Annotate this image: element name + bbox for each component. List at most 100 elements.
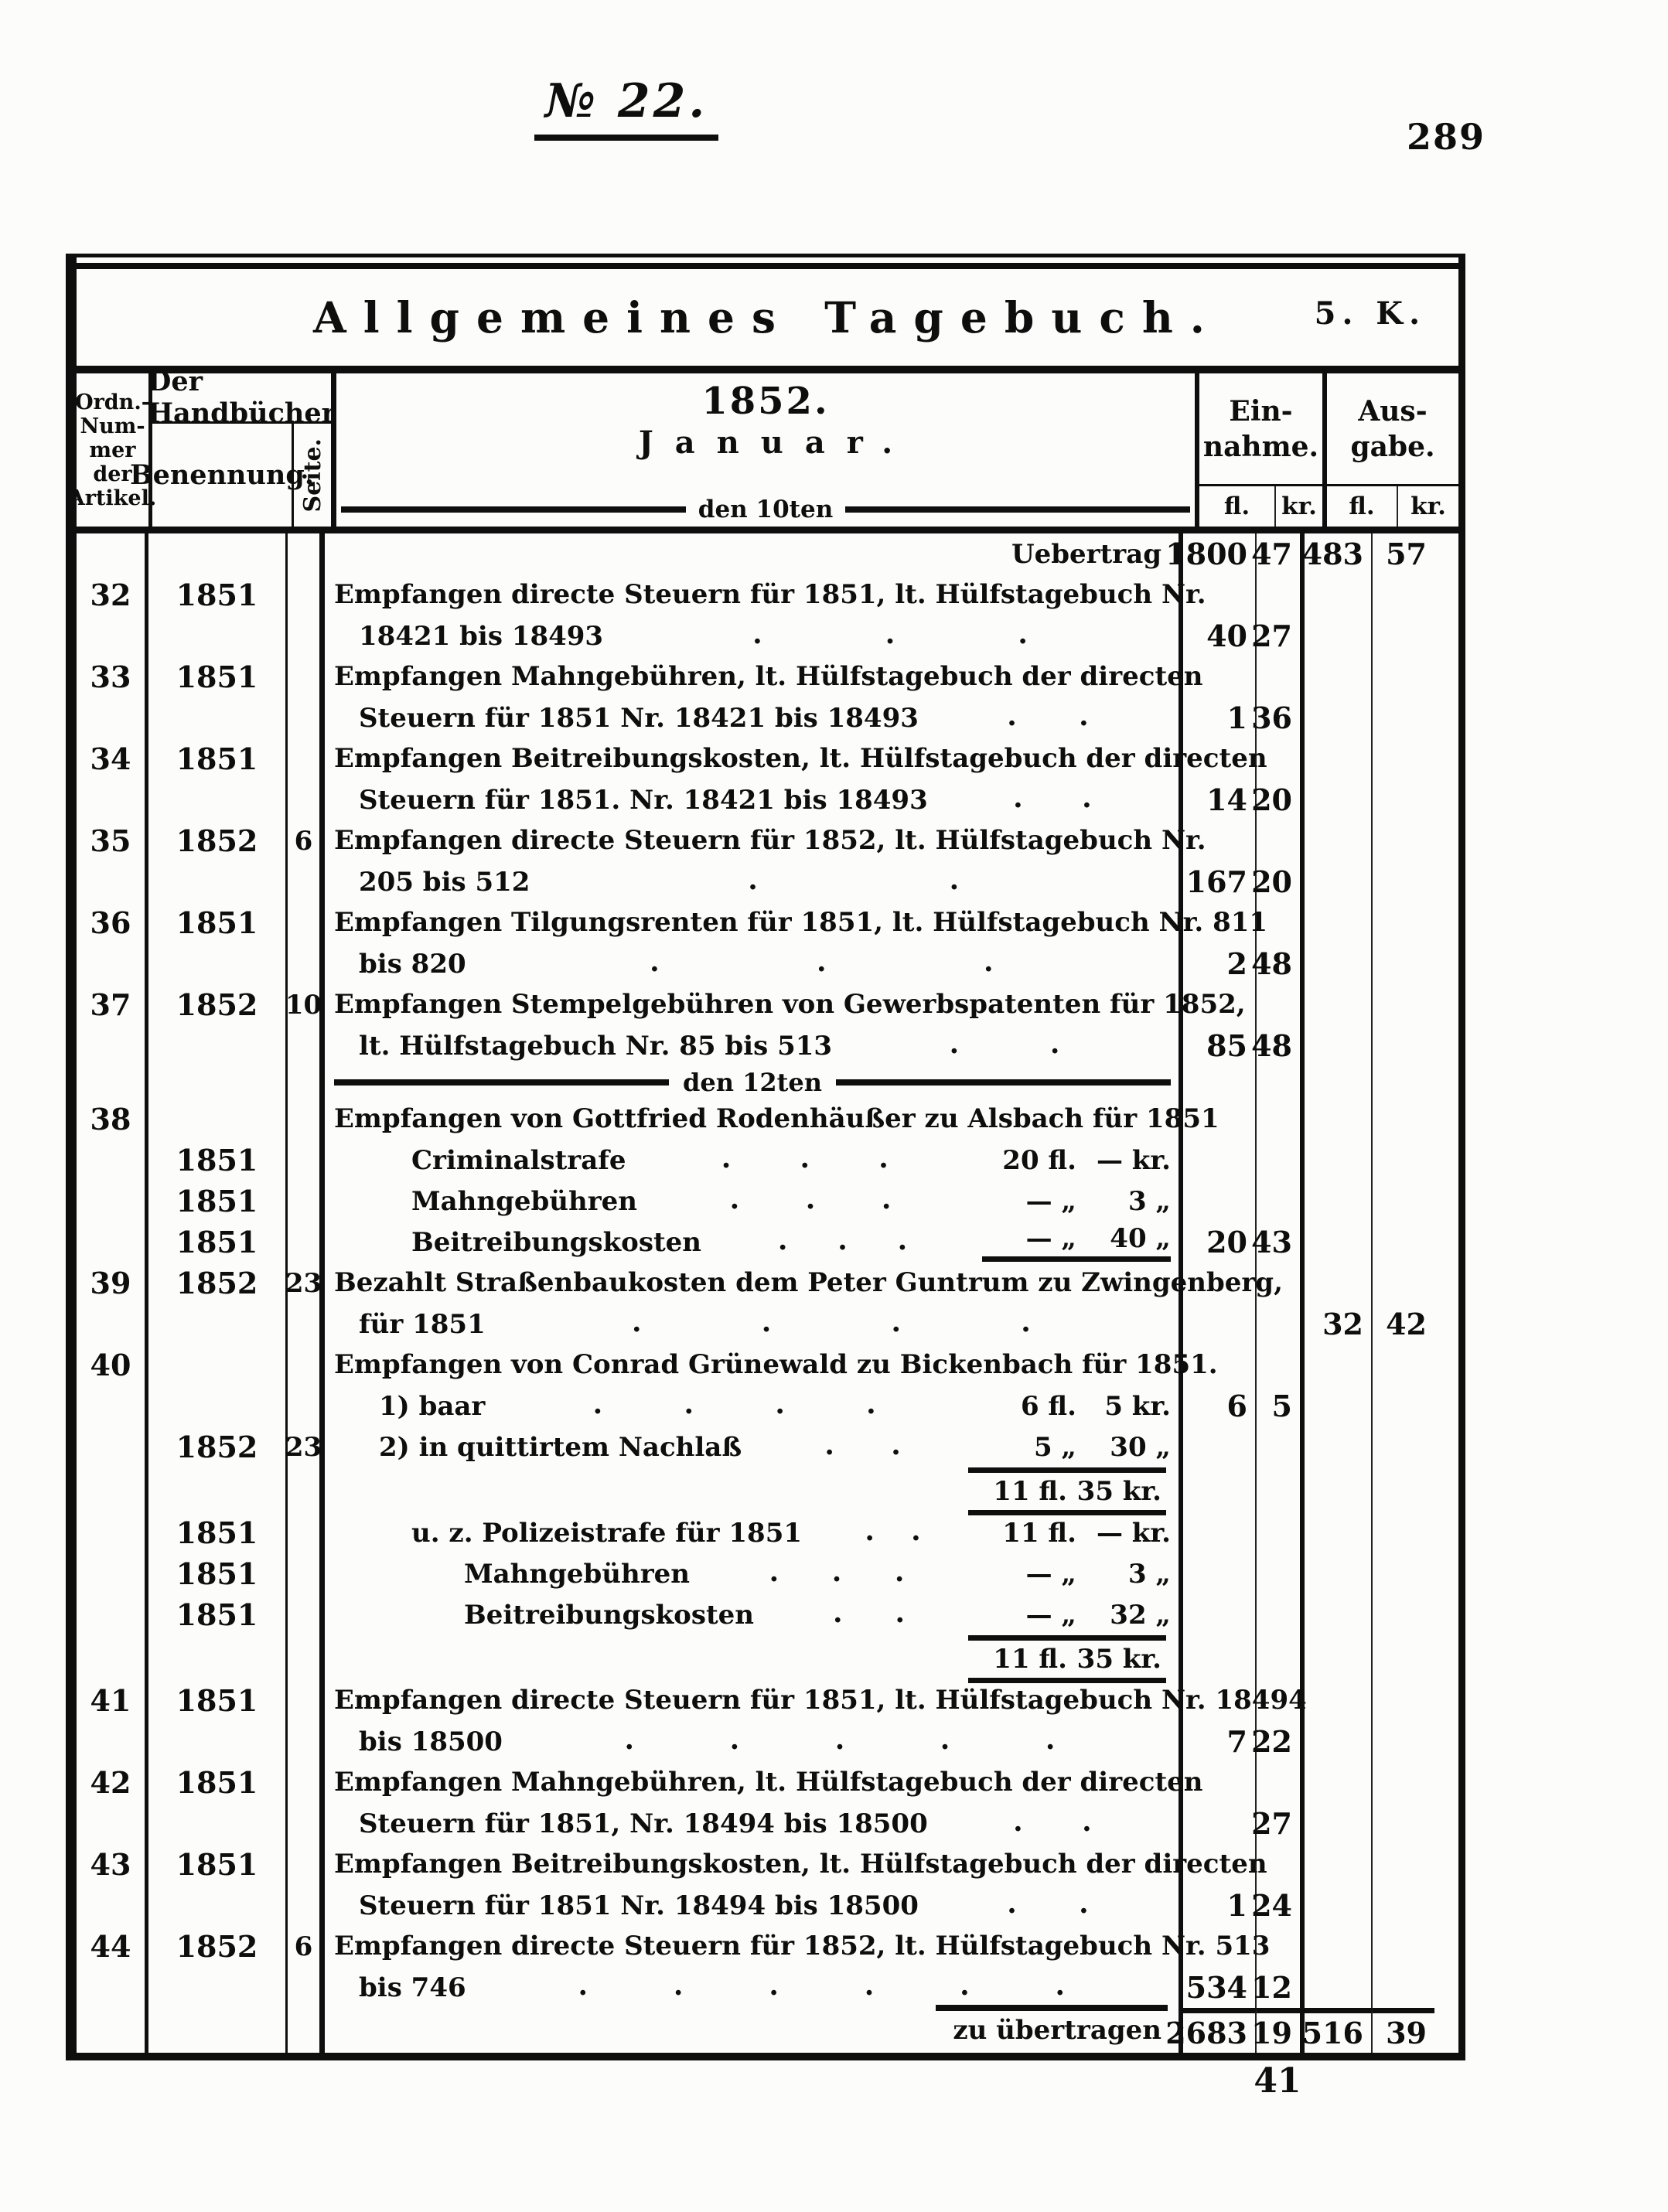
einnahme-fl-cell [1183,574,1257,615]
inline-amount: — „ 32 „ [982,1600,1171,1631]
article-number-cell: 40 [77,1345,148,1385]
leader-dot: . [578,1968,588,2002]
leader-dot: . [897,1223,908,1256]
ledger-row: 42 1851 Empfangen Mahngebühren, lt. Hülfst… [77,1762,1458,1803]
einnahme-kr-cell [1257,1467,1305,1515]
entry-text: bis 18500 [359,1726,503,1757]
leader-dot: . [1045,1723,1056,1756]
handbook-year-cell [148,779,288,820]
article-number-cell [77,1025,148,1066]
ausgabe-fl-cell [1305,1066,1373,1099]
einnahme-kr-cell [1257,984,1305,1025]
ledger-row: 37 1852 10 Empfangen Stempelgebühren von Ge… [77,984,1458,1025]
ledger-row: 18421 bis 18493... 40 27 [77,615,1458,656]
entry-text-cell: Empfangen directe Steuern für 1851, lt. … [325,574,1206,615]
article-number-cell: 37 [77,984,148,1025]
article-number-cell: 43 [77,1844,148,1885]
handbook-year-cell: 1851 [148,1553,288,1594]
article-number-cell: 32 [77,574,148,615]
handbook-page-cell [288,1181,325,1222]
article-number-cell [77,1967,148,2008]
inline-amount: 5 „ 30 „ [982,1432,1171,1463]
totals-row: zu übertragen 2683 19 516 39 [77,2005,1458,2053]
handbook-page-cell [288,1885,325,1926]
leader-dot: . [894,1555,905,1588]
ausgabe-kr-cell [1373,1345,1434,1385]
leader-dot: . [878,1141,889,1174]
column-header-handbuecher: Der Handbücher Benennung. Seite. [130,366,336,527]
article-number-cell [77,943,148,984]
handbook-page-cell [288,656,325,697]
entry-text: Empfangen Beitreibungskosten, lt. Hülfst… [334,1849,1267,1880]
article-number-cell [77,1222,148,1263]
ledger-row: 1851 Criminalstrafe... 20 fl. — kr. [77,1140,1458,1181]
einnahme-units: fl. kr. [1199,484,1322,527]
ausgabe-kr-cell [1373,738,1434,779]
ausgabe-fl-cell [1305,984,1373,1025]
leader-dot: . [837,1223,848,1256]
entry-text: bis 820 [359,948,466,980]
handbook-page-cell [288,1844,325,1885]
ausgabe-kr-cell [1373,1926,1434,1967]
article-number-cell [77,1385,148,1426]
handbuecher-label: Der Handbücher [147,366,336,429]
artikel-line: der [93,462,132,486]
totals-label: zu übertragen [953,2015,1161,2046]
einnahme-kr-cell: 43 [1251,1222,1305,1263]
entry-text-cell: lt. Hülfstagebuch Nr. 85 bis 513.. [325,1025,1183,1066]
leader-dot: . [748,863,758,896]
einnahme-fl-cell: 2683 [1165,2008,1257,2053]
ausgabe-fl-cell [1305,1594,1373,1635]
entry-text-cell: 11 fl. 35 kr. [325,1467,1183,1515]
leader-dot: . [769,1968,779,2002]
ledger-row: 1851 Beitreibungskosten... — „ 40 „ 20 43 [77,1222,1458,1263]
handbook-page-cell [288,1680,325,1721]
handbook-year-cell [148,615,288,656]
subtotal-row: 11 fl. 35 kr. [77,1635,1458,1683]
einnahme-kr-cell [1257,1066,1305,1099]
column-header-period: 1852. Januar. den 10ten [336,373,1199,527]
einnahme-fl-cell: 1 [1183,1885,1257,1926]
handbook-page-cell: 6 [288,1926,325,1967]
ledger-row: 41 1851 Empfangen directe Steuern für 1851… [77,1680,1458,1721]
ausgabe-fl-cell [1305,861,1373,902]
ausgabe-fl-cell [1305,697,1373,738]
dot-leaders: ... [690,1555,977,1588]
handbook-page-cell [288,1762,325,1803]
leader-dot: . [684,1387,694,1420]
entry-text-cell: bis 746...... [325,1967,1183,2008]
einnahme-fl-cell [1183,820,1257,861]
document-number: № 22. [510,74,742,141]
article-number-cell [77,779,148,820]
einnahme-kr-cell: 24 [1251,1885,1305,1926]
einnahme-kr-cell [1257,656,1305,697]
leader-dot: . [1013,781,1023,814]
inline-amount: 11 fl. — kr. [982,1518,1171,1549]
article-number-cell: 39 [77,1263,148,1304]
ausgabe-kr-cell [1373,1066,1434,1099]
entry-text: Criminalstrafe [411,1144,626,1176]
einnahme-fl-cell [1183,1926,1257,1967]
inline-amount-fl: 6 fl. [1020,1390,1076,1422]
top-rule-thin [77,254,1458,257]
entry-text-cell: Steuern für 1851, Nr. 18494 bis 18500.. [325,1803,1183,1844]
ledger-row: 34 1851 Empfangen Beitreibungskosten, lt. … [77,738,1458,779]
page-number: 289 [1406,116,1486,158]
inline-subtotal: 11 fl. 35 kr. [968,1635,1166,1683]
handbook-page-cell: 6 [288,820,325,861]
einnahme-line: nahme. [1202,430,1319,463]
handbook-page-cell [288,1099,325,1140]
entry-text-cell: Beitreibungskosten.. — „ 32 „ [325,1594,1183,1635]
article-number-cell [77,697,148,738]
leader-dot: . [805,1182,816,1215]
section-mark: 5. K. [1314,295,1426,332]
ledger-rows: Uebertrag 1800 47 483 57 32 1851 Empfangen dire… [77,533,1458,2053]
ausgabe-kr-cell [1373,1426,1434,1467]
entry-text-cell: Steuern für 1851 Nr. 18494 bis 18500.. [325,1885,1183,1926]
leader-dot: . [834,1723,845,1756]
handbook-year-cell [148,943,288,984]
leader-dot: . [831,1555,842,1588]
ausgabe-fl-cell [1305,1467,1373,1515]
dot-leaders: ...... [466,1968,1171,2002]
einnahme-kr-cell [1257,1553,1305,1594]
